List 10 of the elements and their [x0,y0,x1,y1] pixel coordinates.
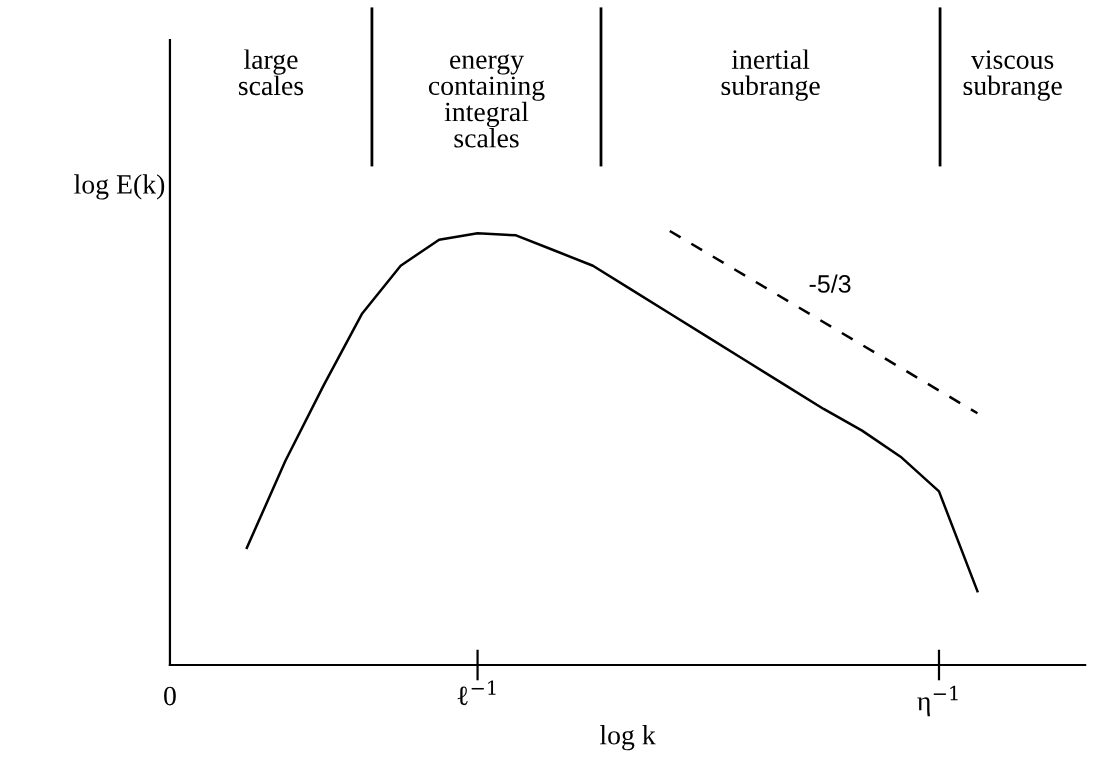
x-tick-label: η$^{−1}$ [917,685,958,717]
x-tick-label: 0 [164,686,176,706]
x-axis-title: log k [599,725,656,751]
x-tick-label: ℓ$^{−1}$ [457,680,496,706]
y-axis-title: log E(k) [74,174,165,200]
text: large scales [238,49,304,96]
annotation: -5/3 [809,274,851,293]
text: energy containing integral scales [428,54,545,148]
text: inertial subrange [721,49,820,101]
text: viscous subrange [963,50,1062,101]
